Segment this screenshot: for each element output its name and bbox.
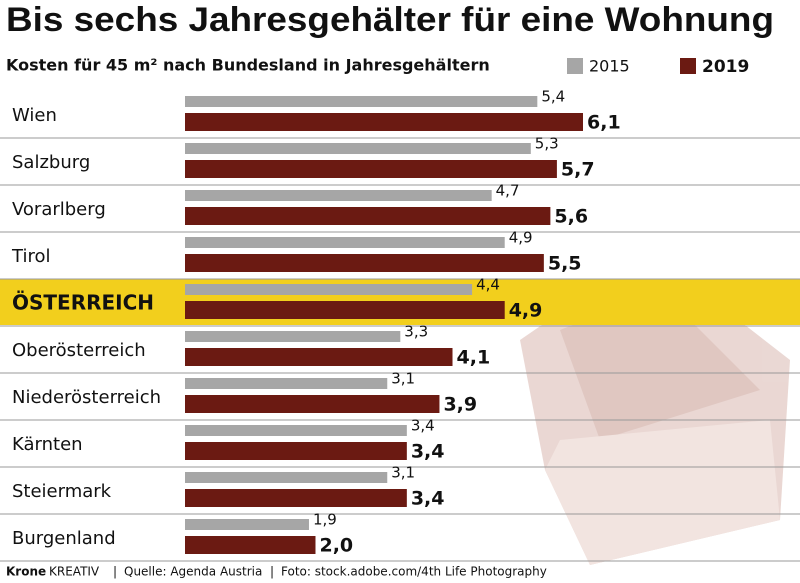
value-label: 4,9 <box>509 300 543 322</box>
bar <box>185 425 407 436</box>
value-label: 3,1 <box>391 464 415 482</box>
category-label: Salzburg <box>12 152 90 173</box>
value-label: 3,3 <box>404 323 428 341</box>
bar <box>185 472 388 483</box>
chart-title: Bis sechs Jahresgehälter für eine Wohnun… <box>6 1 774 39</box>
bar <box>185 254 544 272</box>
category-label: Burgenland <box>12 528 116 549</box>
bar <box>185 536 316 554</box>
chart-subtitle: Kosten für 45 m² nach Bundesland in Jahr… <box>6 56 490 75</box>
category-label: Tirol <box>11 246 50 267</box>
house-illustration <box>520 285 790 565</box>
footer-photo: Foto: stock.adobe.com/4th Life Photograp… <box>281 565 547 579</box>
value-label: 4,7 <box>496 182 520 200</box>
legend-label: 2015 <box>589 57 630 76</box>
bar <box>185 348 453 366</box>
separator: | <box>270 565 274 579</box>
category-label: Niederösterreich <box>12 387 161 408</box>
value-label: 4,1 <box>457 347 491 369</box>
category-label: Kärnten <box>12 434 83 455</box>
bar <box>185 331 401 342</box>
value-label: 5,7 <box>561 159 595 181</box>
value-label: 3,4 <box>411 488 445 510</box>
footer-source: Quelle: Agenda Austria <box>124 565 262 579</box>
category-label: ÖSTERREICH <box>12 291 154 315</box>
category-label: Steiermark <box>12 481 112 502</box>
value-label: 3,4 <box>411 417 435 435</box>
bar <box>185 442 407 460</box>
bar <box>185 143 531 154</box>
bar <box>185 489 407 507</box>
legend-swatch <box>567 58 583 74</box>
value-label: 5,3 <box>535 135 559 153</box>
category-label: Wien <box>12 105 57 126</box>
value-label: 1,9 <box>313 511 337 529</box>
category-label: Oberösterreich <box>12 340 146 361</box>
bar <box>185 519 309 530</box>
bar <box>185 160 557 178</box>
footer-brand: Krone <box>6 565 46 579</box>
bar <box>185 113 583 131</box>
separator: | <box>113 565 117 579</box>
value-label: 3,4 <box>411 441 445 463</box>
bar <box>185 284 473 295</box>
legend-swatch <box>680 58 696 74</box>
value-label: 5,5 <box>548 253 582 275</box>
footer: Krone KREATIV | Quelle: Agenda Austria |… <box>6 565 547 579</box>
bar <box>185 378 388 389</box>
bar <box>185 96 538 107</box>
bar <box>185 237 505 248</box>
value-label: 2,0 <box>319 535 353 557</box>
bar <box>185 207 551 225</box>
value-label: 5,6 <box>554 206 588 228</box>
value-label: 3,1 <box>391 370 415 388</box>
plot-area: Wien 5,4 6,1 Salzburg 5,35,7 Vorarlberg 4,7 5,6… <box>0 88 800 562</box>
legend-label: 2019 <box>702 57 749 77</box>
bar <box>185 301 505 319</box>
legend: 2015 2019 <box>567 57 749 77</box>
bar <box>185 190 492 201</box>
value-label: 4,9 <box>509 229 533 247</box>
category-label: Vorarlberg <box>12 199 106 220</box>
bar <box>185 395 440 413</box>
footer-brand-suffix: KREATIV <box>49 565 100 579</box>
value-label: 5,4 <box>541 88 565 106</box>
value-label: 4,4 <box>476 276 500 294</box>
value-label: 6,1 <box>587 112 621 134</box>
value-label: 3,9 <box>443 394 477 416</box>
